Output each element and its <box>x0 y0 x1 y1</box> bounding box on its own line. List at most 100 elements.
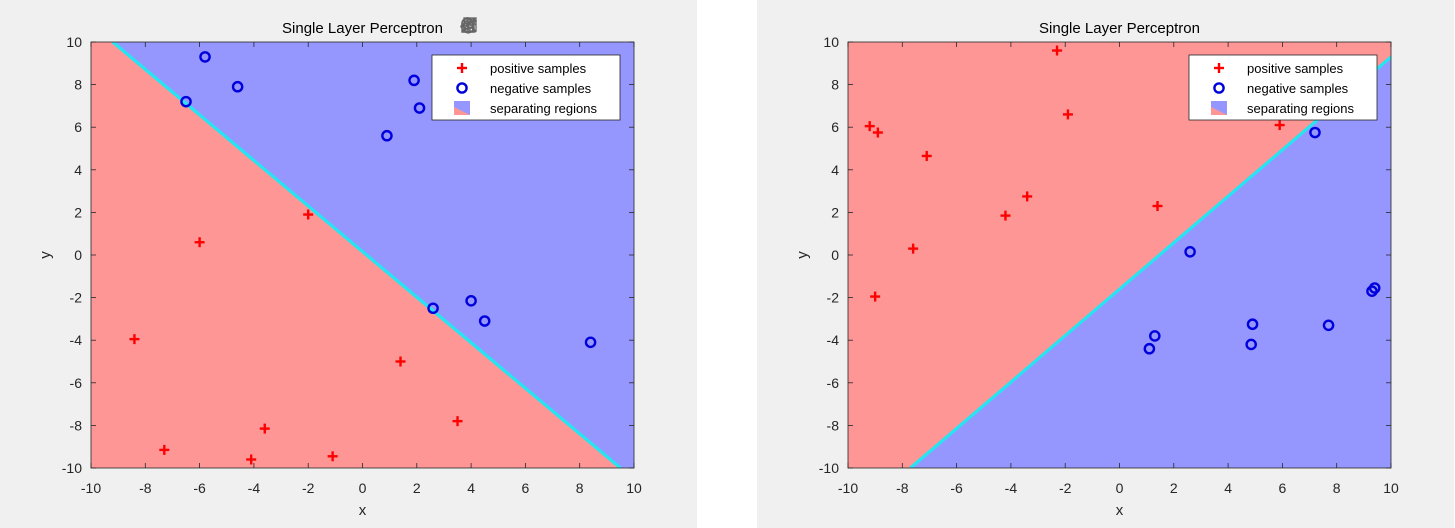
negative-sample-point <box>180 95 192 108</box>
x-tick-label: -4 <box>1005 480 1018 496</box>
legend-entry-label: positive samples <box>1247 61 1344 76</box>
y-tick-label: 2 <box>831 204 839 220</box>
legend-negative-marker <box>1213 82 1225 94</box>
y-axis-label: y <box>37 251 54 259</box>
x-tick-label: 10 <box>1383 480 1399 496</box>
x-tick-label: -10 <box>838 480 858 496</box>
positive-sample-point <box>194 237 205 248</box>
chart-title: Single Layer Perceptron <box>282 20 443 37</box>
x-tick-label: -10 <box>81 480 101 496</box>
y-tick-label: 0 <box>831 247 839 263</box>
positive-sample-point <box>1052 45 1063 56</box>
positive-sample-point <box>129 334 140 345</box>
positive-sample-point <box>159 444 170 455</box>
negative-sample-point <box>413 102 426 114</box>
zoom-in-icon[interactable] <box>461 16 576 36</box>
x-tick-label: -4 <box>248 480 261 496</box>
y-tick-label: 6 <box>831 119 839 135</box>
negative-sample-point <box>1143 342 1156 355</box>
negative-sample-point <box>1245 338 1257 351</box>
negative-sample-point <box>584 336 597 349</box>
negative-sample-point <box>408 74 420 87</box>
x-tick-label: 0 <box>1116 480 1124 496</box>
y-tick-label: -2 <box>70 290 83 306</box>
x-tick-label: 8 <box>576 480 584 496</box>
figure-left: -10 -8 -6 -4 -2 0 2 4 6 8 10 -10 -8 -6 -4 -2 0 2 4 6 8 10 Sing… <box>0 0 697 528</box>
negative-sample-point <box>231 80 244 93</box>
y-tick-label: 2 <box>74 204 82 220</box>
positive-sample-point <box>1274 120 1285 131</box>
x-tick-label: 0 <box>359 480 367 496</box>
negative-sample-point <box>1148 330 1161 342</box>
y-axis-label: y <box>794 251 811 259</box>
positive-region <box>848 42 1391 468</box>
positive-sample-point <box>246 454 257 465</box>
x-tick-label: 4 <box>1224 480 1232 496</box>
zoom-out-icon[interactable] <box>461 16 600 36</box>
positive-sample-point <box>864 121 875 132</box>
y-tick-label: 6 <box>74 119 82 135</box>
x-tick-label: -6 <box>193 480 206 496</box>
positive-sample-point <box>872 127 883 138</box>
x-tick-label: 4 <box>467 480 475 496</box>
y-tick-label: 4 <box>831 162 839 178</box>
y-tick-label: 4 <box>74 162 82 178</box>
positive-sample-point <box>1152 201 1163 212</box>
legend-positive-marker <box>457 63 467 73</box>
legend-entry-label: separating regions <box>1247 101 1354 116</box>
negative-sample-point <box>1246 318 1259 331</box>
negative-sample-point <box>478 315 491 327</box>
y-tick-label: -8 <box>70 417 83 433</box>
negative-sample-point <box>465 294 477 307</box>
positive-sample-point <box>908 243 919 254</box>
y-tick-label: 10 <box>66 34 82 50</box>
negative-sample-point <box>199 51 211 63</box>
legend-region-swatch <box>454 101 470 115</box>
chart-left: -10 -8 -6 -4 -2 0 2 4 6 8 10 -10 -8 -6 -4 -2 0 2 4 6 8 10 Sing… <box>37 20 642 519</box>
legend-positive-marker <box>1214 63 1224 73</box>
brush-icon[interactable] <box>462 16 504 36</box>
y-tick-label: -10 <box>819 460 839 476</box>
legend-negative-marker <box>456 82 468 94</box>
decision-boundary <box>111 42 622 468</box>
data-tips-icon[interactable] <box>461 16 528 36</box>
x-tick-label: -8 <box>896 480 909 496</box>
positive-sample-point <box>1062 109 1073 120</box>
negative-sample-point <box>1184 246 1196 258</box>
y-tick-label: -6 <box>70 375 83 391</box>
x-tick-label: 6 <box>1279 480 1287 496</box>
negative-sample-point <box>1368 282 1381 294</box>
axes-toolbar <box>460 16 624 36</box>
x-tick-label: 10 <box>626 480 642 496</box>
y-tick-label: -10 <box>62 460 82 476</box>
y-tick-label: -2 <box>827 290 840 306</box>
y-tick-label: -4 <box>827 332 840 348</box>
x-tick-label: -2 <box>302 480 315 496</box>
positive-sample-point <box>870 291 881 302</box>
y-tick-label: 0 <box>74 247 82 263</box>
x-tick-label: 8 <box>1333 480 1341 496</box>
legend-entry-label: positive samples <box>490 61 587 76</box>
y-tick-label: -4 <box>70 332 83 348</box>
decision-boundary <box>909 55 1391 468</box>
x-tick-label: -8 <box>139 480 152 496</box>
positive-sample-point <box>1000 210 1011 221</box>
legend-entry-label: negative samples <box>490 81 592 96</box>
pan-hand-icon[interactable] <box>460 16 552 36</box>
negative-sample-point <box>427 302 439 315</box>
y-tick-label: 8 <box>831 77 839 93</box>
positive-sample-point <box>452 416 463 427</box>
positive-sample-point <box>259 423 270 434</box>
negative-sample-point <box>1322 319 1335 332</box>
positive-sample-point <box>395 356 406 367</box>
y-tick-label: 10 <box>823 34 839 50</box>
legend-entry-label: separating regions <box>490 101 597 116</box>
home-icon[interactable] <box>461 16 624 36</box>
x-tick-label: 6 <box>522 480 530 496</box>
x-axis-label: x <box>359 502 367 519</box>
y-tick-label: -6 <box>827 375 840 391</box>
x-tick-label: 2 <box>413 480 421 496</box>
negative-sample-point <box>1309 126 1321 139</box>
positive-sample-point <box>303 209 314 220</box>
x-axis-label: x <box>1116 502 1124 519</box>
